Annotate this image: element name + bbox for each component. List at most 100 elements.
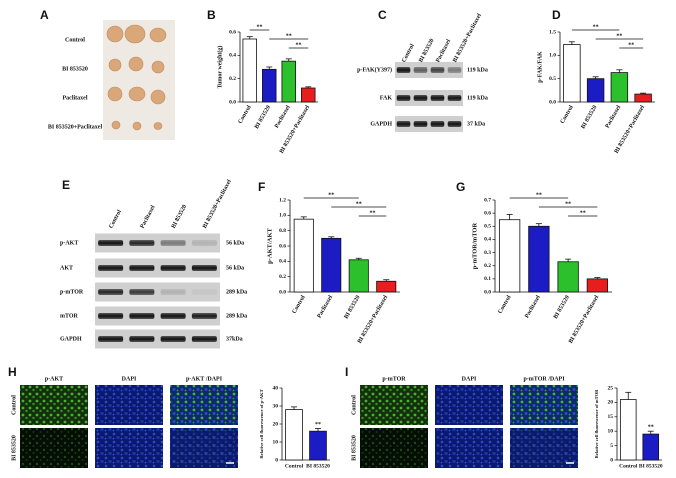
blot-strip <box>95 258 220 278</box>
band-size: 289 kDa <box>226 289 247 295</box>
micrograph <box>360 428 428 468</box>
x-tick-label: BI 853520 <box>580 105 598 130</box>
significance: ** <box>315 422 321 428</box>
y-tick-label: 20 <box>273 421 279 427</box>
y-tick-label: 0 <box>275 457 278 463</box>
blot-band <box>129 265 155 271</box>
column-label: BI 853520 <box>171 204 188 230</box>
significance: ** <box>593 24 599 30</box>
bar <box>642 433 660 461</box>
y-tick-label: 0.6 <box>279 243 286 249</box>
y-tick-label: 0.0 <box>229 99 236 105</box>
micrograph <box>20 385 88 425</box>
y-tick-label: 5 <box>610 443 613 449</box>
y-tick-label: 0.2 <box>484 263 491 269</box>
band-size: 289 kDa <box>226 313 247 319</box>
column-label: p-AKT /DAPI <box>186 376 223 382</box>
bar <box>557 261 579 293</box>
blot-band <box>129 313 155 319</box>
blot-band <box>160 265 186 271</box>
column-label: Control <box>108 209 123 230</box>
blot-band <box>129 336 155 342</box>
x-tick-label: Paclitaxel <box>316 294 334 319</box>
blot-band <box>160 336 186 342</box>
y-tick-label: 0.2 <box>229 76 236 82</box>
x-tick-label: BI 853520 <box>254 105 272 130</box>
x-tick-label: Control <box>497 294 512 315</box>
protein-label: FAK <box>380 95 393 101</box>
y-axis-label: p-AKT/AKT <box>266 227 273 263</box>
blot-strip <box>95 282 220 302</box>
significance: ** <box>565 201 571 207</box>
y-tick-label: 25 <box>608 385 614 391</box>
y-tick-label: 1.2 <box>279 197 286 203</box>
blot-band <box>160 240 186 246</box>
bar <box>610 72 629 103</box>
blot-band <box>447 95 462 101</box>
micrograph <box>435 428 503 468</box>
y-tick-label: 0.5 <box>549 76 556 82</box>
blot-band <box>98 265 124 271</box>
protein-label: p-FAK(Y397) <box>357 66 392 73</box>
x-tick-label: Control <box>619 463 638 469</box>
x-tick-label: Control <box>560 104 575 125</box>
y-tick-label: 1.0 <box>549 53 556 59</box>
row-label: Control <box>351 395 357 415</box>
blot-band <box>396 121 411 127</box>
x-tick-label: BI 853520 <box>639 463 663 469</box>
bar <box>293 218 314 293</box>
micrograph <box>510 428 578 468</box>
blot-band <box>396 67 411 73</box>
significance: ** <box>296 42 302 48</box>
x-tick-label: Control <box>238 104 253 125</box>
column-label: BI 853520+Paclitaxel <box>202 179 233 230</box>
protein-label: mTOR <box>60 313 79 319</box>
y-tick-label: 1.0 <box>279 213 286 219</box>
y-tick-label: 0.7 <box>484 197 491 203</box>
blot-band <box>191 265 217 271</box>
blot-strip <box>95 233 220 253</box>
blot-band <box>430 95 445 101</box>
panel-label: I <box>345 365 348 379</box>
x-tick-label: Paclitaxel <box>524 294 542 319</box>
x-tick-label: Paclitaxel <box>605 104 623 129</box>
blot-band <box>191 289 217 295</box>
y-tick-label: 0.4 <box>279 259 286 265</box>
y-axis-label: Tumor weight(g) <box>216 46 223 89</box>
y-axis-label: p-mTOR/mTOR <box>471 223 478 270</box>
blot-band <box>413 67 428 73</box>
blot-band <box>160 289 186 295</box>
y-tick-label: 0.0 <box>279 289 286 295</box>
blot-strip <box>395 62 463 78</box>
significance: ** <box>580 210 586 216</box>
y-tick-label: 0.6 <box>229 29 236 35</box>
micrograph <box>360 385 428 425</box>
band-size: 119 kDa <box>467 95 488 101</box>
column-label: Control <box>401 43 416 64</box>
protein-label: GAPDH <box>370 121 392 127</box>
y-tick-label: 0.1 <box>484 276 491 282</box>
y-tick-label: 10 <box>273 439 279 445</box>
y-tick-label: 30 <box>273 403 279 409</box>
bar <box>281 60 296 103</box>
significance: ** <box>616 33 622 39</box>
blot-band <box>413 121 428 127</box>
tumors <box>106 24 167 131</box>
x-tick-label: BI 853520+Paclitaxel <box>568 294 600 344</box>
panel-label: E <box>62 178 70 192</box>
column-label: Paclitaxel <box>140 204 157 229</box>
blot-band <box>191 313 217 319</box>
y-axis-label: Relative cell fluorescence of p-AKT <box>259 389 264 458</box>
panel-label: D <box>552 8 561 22</box>
band-size: 119 kDa <box>467 67 488 73</box>
y-tick-label: 0.0 <box>549 99 556 105</box>
bar <box>528 225 550 293</box>
blot-strip <box>95 306 220 326</box>
blot-band <box>129 240 155 246</box>
significance: ** <box>257 24 263 30</box>
blot-band <box>98 240 124 246</box>
column-label: p-AKT <box>45 376 63 382</box>
bar <box>321 237 342 293</box>
blot-band <box>413 95 428 101</box>
